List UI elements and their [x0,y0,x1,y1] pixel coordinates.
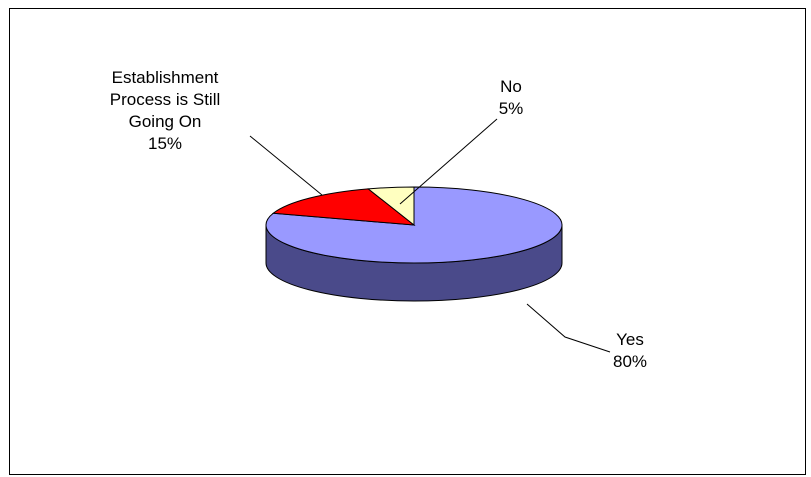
leader-line-1 [249,135,323,196]
data-label-0-line-1: 80% [613,352,647,371]
pie-slice-no [366,186,415,227]
data-label-0-line-0: Yes [616,330,644,349]
data-label-1-line-0: Establishment [112,68,219,87]
data-label-1-line-2: Going On [129,112,202,131]
chart-area: Yes 80% Establishment Process is Still Going… [9,8,806,475]
pie-chart: Yes 80% Establishment Process is Still Going… [110,68,647,371]
leader-line-2 [399,118,498,205]
data-label-2-line-0: No [500,77,522,96]
data-label-2-line-1: 5% [499,99,524,118]
data-label-1-line-3: 15% [148,134,182,153]
data-label-1-line-1: Process is Still [110,90,221,109]
leader-line-0 [526,303,611,353]
pie-slice-establishment-process-is-still-going-on [271,188,416,226]
